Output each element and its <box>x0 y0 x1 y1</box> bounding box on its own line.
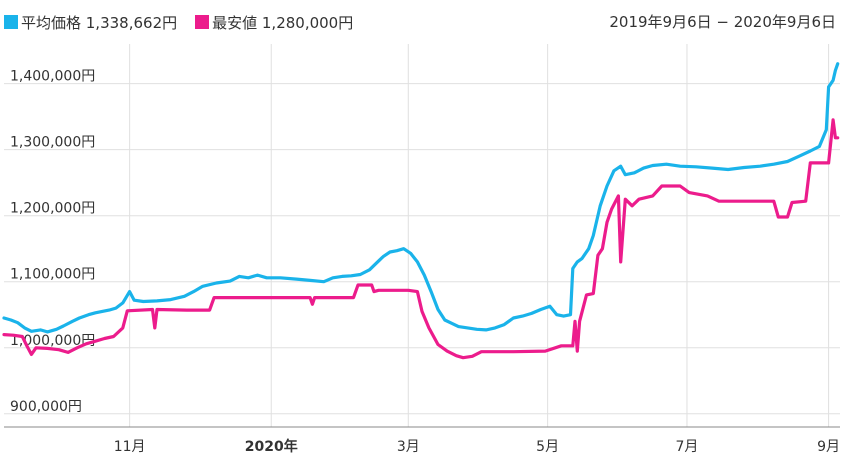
y-axis: 900,000円 1,000,000円 1,100,000円 1,200,000円 1,… <box>10 69 95 415</box>
x-tick-label: 5月 <box>536 439 559 455</box>
grid <box>4 44 840 427</box>
y-tick-label: 1,400,000円 <box>10 69 95 85</box>
legend: 平均価格 1,338,662円 最安値 1,280,000円 <box>4 9 371 35</box>
legend-item-avg[interactable]: 平均価格 1,338,662円 <box>4 12 177 33</box>
x-tick-label: 7月 <box>676 439 699 455</box>
y-tick-label: 1,300,000円 <box>10 135 95 151</box>
y-tick-label: 900,000円 <box>10 399 82 415</box>
series-lines <box>2 62 840 360</box>
y-tick-label: 1,100,000円 <box>10 267 95 283</box>
y-tick-label: 1,000,000円 <box>10 333 95 349</box>
legend-min-label: 最安値 1,280,000円 <box>212 13 354 32</box>
x-axis: 11月 2020年 3月 5月 7月 9月 <box>4 426 840 455</box>
x-tick-label: 2020年 <box>245 438 298 455</box>
avg-price-line[interactable] <box>2 62 840 334</box>
legend-avg-label: 平均価格 1,338,662円 <box>21 13 178 32</box>
x-tick-label: 9月 <box>817 439 840 455</box>
avg-swatch-icon <box>4 15 18 29</box>
y-tick-label: 1,200,000円 <box>10 201 95 217</box>
legend-item-min[interactable]: 最安値 1,280,000円 <box>195 12 353 33</box>
min-swatch-icon <box>195 15 210 29</box>
date-range: 2019年9月6日 − 2020年9月6日 <box>609 13 836 31</box>
min-price-line[interactable] <box>2 118 840 360</box>
x-tick-label: 11月 <box>114 439 146 455</box>
x-tick-label: 3月 <box>397 439 420 455</box>
